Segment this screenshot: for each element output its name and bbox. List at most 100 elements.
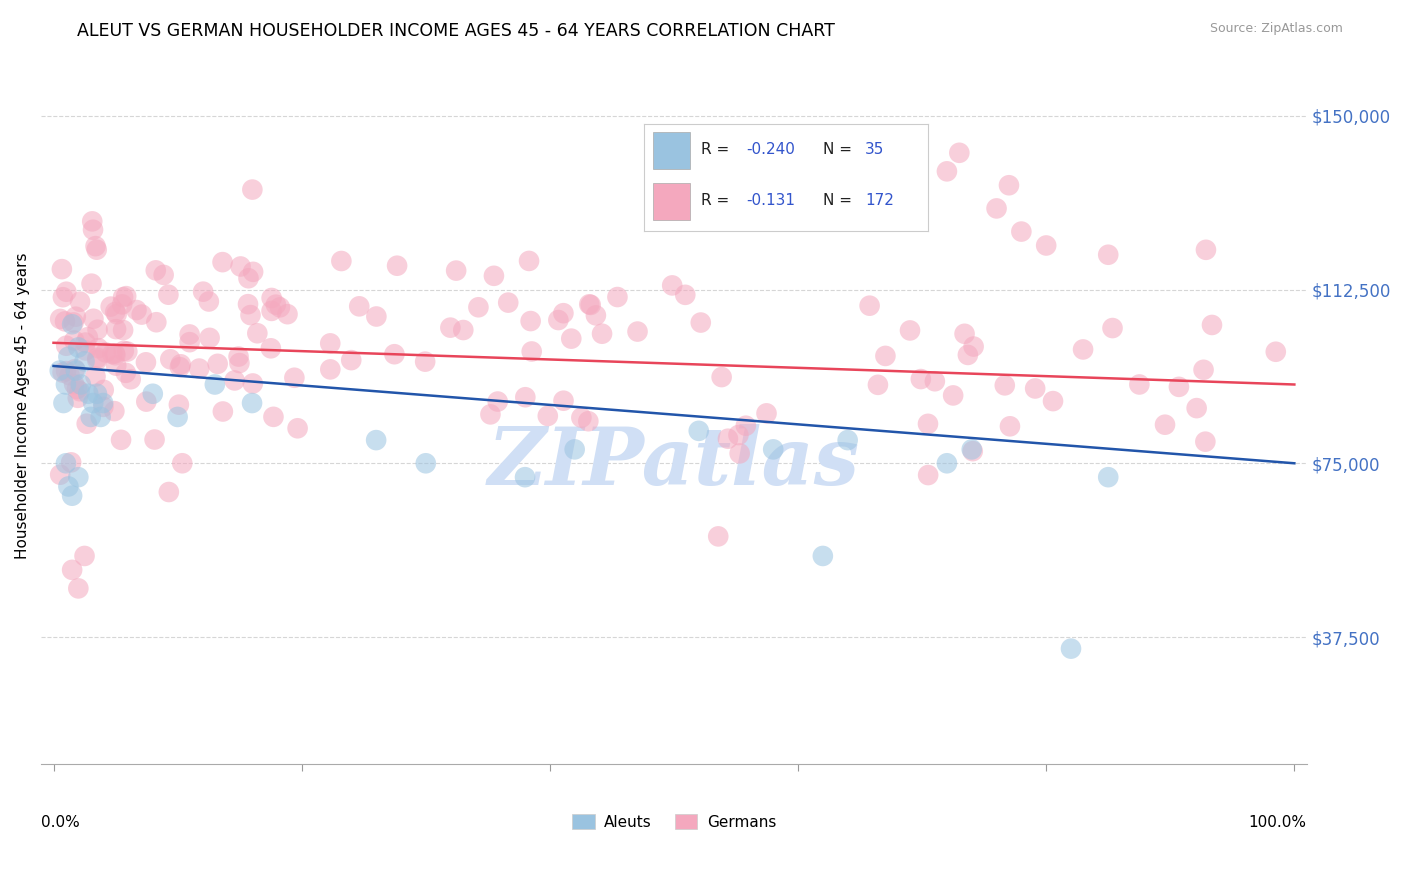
Point	[63, 362, 86, 376]
Point	[90, 409, 112, 424]
Point	[1042, 394, 1064, 409]
Point	[576, 414, 599, 428]
Point	[135, 355, 157, 369]
Point	[479, 408, 502, 422]
Point	[120, 372, 142, 386]
Point	[1071, 343, 1094, 357]
Point	[1101, 321, 1123, 335]
Point	[585, 309, 607, 323]
Point	[486, 394, 509, 409]
Point	[51, 262, 73, 277]
Point	[62, 315, 84, 329]
Point	[191, 285, 214, 299]
Point	[60, 563, 83, 577]
Point	[80, 409, 103, 424]
Point	[236, 297, 259, 311]
Point	[994, 378, 1017, 392]
Point	[384, 347, 406, 361]
Point	[349, 299, 371, 313]
Point	[482, 268, 505, 283]
Point	[924, 374, 946, 388]
Point	[626, 325, 648, 339]
Point	[710, 370, 733, 384]
Point	[52, 366, 75, 380]
Point	[515, 390, 537, 404]
Point	[707, 529, 730, 543]
Point	[917, 417, 939, 431]
Point	[55, 364, 77, 378]
Point	[86, 243, 108, 257]
Point	[166, 409, 188, 424]
Point	[547, 313, 569, 327]
Point	[728, 446, 751, 460]
Point	[67, 340, 90, 354]
Point	[866, 377, 889, 392]
Legend: Aleuts, Germans: Aleuts, Germans	[565, 807, 782, 836]
Text: ZIPatlas: ZIPatlas	[488, 424, 860, 501]
Point	[1264, 344, 1286, 359]
Text: R =: R =	[702, 194, 734, 209]
Point	[58, 368, 80, 383]
Point	[956, 348, 979, 362]
Text: ALEUT VS GERMAN HOUSEHOLDER INCOME AGES 45 - 64 YEARS CORRELATION CHART: ALEUT VS GERMAN HOUSEHOLDER INCOME AGES …	[77, 22, 835, 40]
Y-axis label: Householder Income Ages 45 - 64 years: Householder Income Ages 45 - 64 years	[15, 252, 30, 558]
Text: 172: 172	[865, 194, 894, 209]
Point	[366, 310, 388, 324]
Point	[837, 433, 859, 447]
Point	[688, 424, 710, 438]
Point	[260, 304, 283, 318]
Point	[606, 290, 628, 304]
Point	[239, 308, 262, 322]
Point	[91, 396, 114, 410]
Point	[283, 370, 305, 384]
Point	[962, 340, 984, 354]
Point	[1167, 380, 1189, 394]
Point	[115, 289, 138, 303]
Point	[94, 345, 117, 359]
Text: R =: R =	[702, 142, 734, 157]
Point	[105, 359, 128, 373]
Point	[179, 327, 201, 342]
Point	[444, 263, 467, 277]
Point	[269, 301, 291, 315]
Text: -0.240: -0.240	[747, 142, 796, 157]
Point	[212, 404, 235, 418]
Point	[145, 315, 167, 329]
Point	[131, 308, 153, 322]
Point	[1035, 238, 1057, 252]
Point	[366, 433, 388, 447]
Point	[1060, 641, 1083, 656]
Point	[55, 285, 77, 299]
Point	[65, 310, 87, 324]
Point	[55, 377, 77, 392]
Text: N =: N =	[823, 194, 856, 209]
Point	[104, 305, 127, 319]
Point	[340, 353, 363, 368]
Point	[591, 326, 613, 341]
Point	[875, 349, 897, 363]
Point	[1201, 318, 1223, 332]
Point	[63, 377, 86, 392]
Point	[58, 350, 80, 364]
Point	[169, 360, 191, 375]
Point	[998, 178, 1021, 193]
Text: 35: 35	[865, 142, 884, 157]
Point	[93, 383, 115, 397]
Point	[75, 343, 97, 358]
Bar	[652, 132, 689, 169]
Point	[330, 254, 353, 268]
Point	[67, 470, 90, 484]
Point	[73, 549, 96, 563]
Point	[962, 444, 984, 458]
Point	[439, 320, 461, 334]
Point	[188, 361, 211, 376]
Text: 0.0%: 0.0%	[41, 814, 80, 830]
Point	[228, 350, 250, 364]
Point	[553, 393, 575, 408]
Point	[105, 307, 128, 321]
Point	[1024, 382, 1046, 396]
Point	[100, 300, 122, 314]
Point	[60, 489, 83, 503]
Point	[53, 314, 76, 328]
Point	[86, 353, 108, 368]
